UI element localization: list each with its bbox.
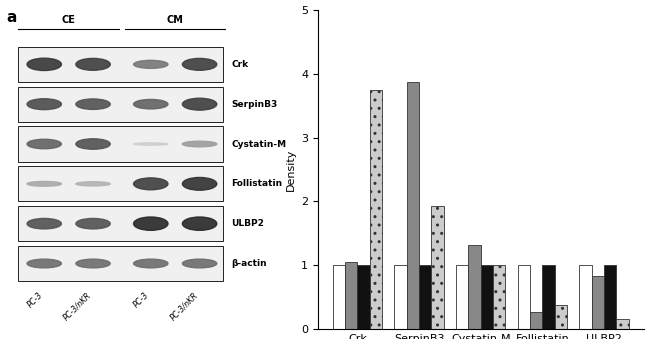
FancyBboxPatch shape xyxy=(18,246,222,281)
Bar xyxy=(456,265,469,329)
Text: Cystatin-M: Cystatin-M xyxy=(231,140,287,148)
Bar xyxy=(432,206,444,329)
Text: a: a xyxy=(6,10,17,25)
Ellipse shape xyxy=(133,178,168,190)
FancyBboxPatch shape xyxy=(18,126,222,162)
Ellipse shape xyxy=(183,259,217,268)
Text: Follistatin: Follistatin xyxy=(231,179,283,188)
Bar xyxy=(469,245,481,329)
FancyBboxPatch shape xyxy=(18,206,222,241)
Ellipse shape xyxy=(133,143,168,145)
Bar xyxy=(518,265,530,329)
Ellipse shape xyxy=(76,139,111,149)
Text: PC-3/nKR: PC-3/nKR xyxy=(168,291,200,322)
Bar xyxy=(554,305,567,329)
Bar xyxy=(395,265,407,329)
Ellipse shape xyxy=(76,218,111,229)
Text: CM: CM xyxy=(167,15,183,24)
Ellipse shape xyxy=(27,181,62,186)
FancyBboxPatch shape xyxy=(18,87,222,122)
Ellipse shape xyxy=(76,259,111,268)
Y-axis label: Density: Density xyxy=(285,148,296,191)
Bar xyxy=(616,319,629,329)
Text: PC-3: PC-3 xyxy=(132,291,151,310)
Text: PC-3: PC-3 xyxy=(25,291,44,310)
Bar xyxy=(370,90,382,329)
Ellipse shape xyxy=(183,141,217,147)
Ellipse shape xyxy=(27,218,62,229)
FancyBboxPatch shape xyxy=(18,166,222,201)
Bar xyxy=(542,265,554,329)
Ellipse shape xyxy=(27,99,62,109)
Text: PC-3/nKR: PC-3/nKR xyxy=(62,291,93,322)
Text: CE: CE xyxy=(62,15,75,24)
Text: ULBP2: ULBP2 xyxy=(231,219,265,228)
Bar xyxy=(333,265,345,329)
Text: SerpinB3: SerpinB3 xyxy=(231,100,278,109)
Bar xyxy=(419,265,432,329)
Ellipse shape xyxy=(183,177,217,190)
Ellipse shape xyxy=(133,99,168,109)
Ellipse shape xyxy=(133,60,168,68)
FancyBboxPatch shape xyxy=(18,47,222,82)
Bar xyxy=(407,82,419,329)
Ellipse shape xyxy=(133,259,168,268)
Bar xyxy=(358,265,370,329)
Bar xyxy=(345,262,358,329)
Ellipse shape xyxy=(183,58,217,70)
Bar xyxy=(493,265,506,329)
Ellipse shape xyxy=(76,99,111,109)
Ellipse shape xyxy=(183,98,217,110)
Ellipse shape xyxy=(76,182,111,186)
Ellipse shape xyxy=(133,217,168,230)
Bar xyxy=(604,265,616,329)
Ellipse shape xyxy=(76,58,111,70)
Text: Crk: Crk xyxy=(231,60,248,69)
Ellipse shape xyxy=(27,259,62,268)
Ellipse shape xyxy=(27,139,62,149)
Ellipse shape xyxy=(183,217,217,230)
Ellipse shape xyxy=(27,58,62,71)
Bar xyxy=(592,276,604,329)
Bar xyxy=(530,312,542,329)
Text: β-actin: β-actin xyxy=(231,259,267,268)
Bar xyxy=(481,265,493,329)
Bar xyxy=(579,265,592,329)
